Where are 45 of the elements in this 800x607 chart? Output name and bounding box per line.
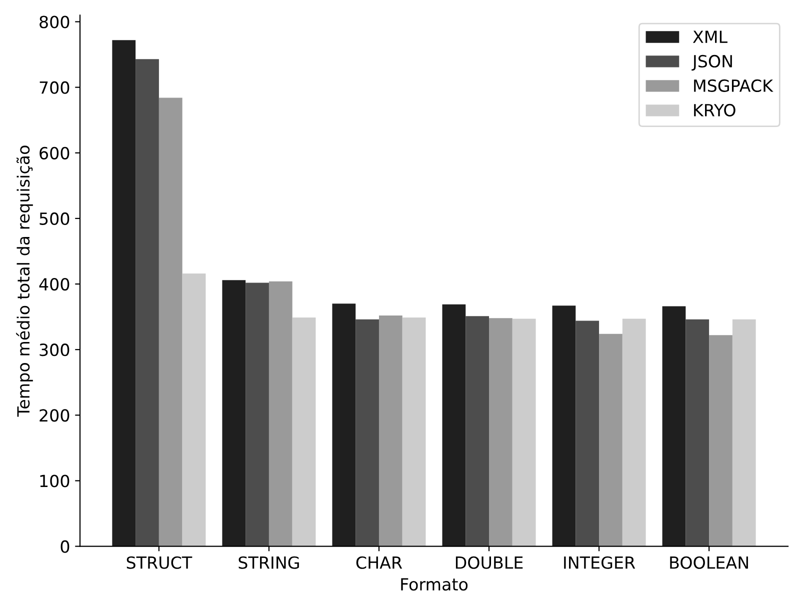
bar [402,317,426,546]
y-axis-title: Tempo médio total da requisição [16,146,33,417]
bar [552,306,576,546]
legend-label: XML [692,30,728,43]
x-tick-label: DOUBLE [456,556,523,569]
bar [489,318,512,546]
bar [576,320,600,546]
x-tick-label: BOOLEAN [670,556,748,569]
bar [268,281,292,546]
bar [356,319,379,546]
y-tick-label: 600 [40,146,70,160]
bar [378,315,402,546]
bar [182,274,206,546]
legend-label: JSON [692,54,732,71]
y-tick-label: 800 [40,16,70,28]
bar [292,317,316,546]
bar [466,316,490,546]
x-axis-title: Formato [401,578,468,591]
y-tick-label: 200 [40,409,70,422]
x-tick-label: STRUCT [126,556,192,569]
x-tick-label: STRING [238,556,299,569]
y-tick-label: 700 [40,81,70,94]
bar [158,98,182,546]
bar [332,304,356,546]
legend-label: MSGPACK [694,79,774,92]
bar [686,319,710,546]
y-tick-label: 100 [40,474,70,488]
bar [512,318,536,546]
bar [112,40,136,546]
bar [222,280,246,546]
bar [442,304,466,546]
bar [732,319,756,546]
bar [622,318,646,546]
bar [136,59,159,546]
x-tick-label: CHAR [356,556,402,569]
x-tick-label: INTEGER [564,556,636,569]
y-tick-label: 300 [40,344,70,356]
y-tick-label: 0 [60,540,70,553]
bar [246,282,269,546]
bar [599,334,622,546]
y-tick-label: 500 [40,212,70,226]
bar [662,306,686,546]
legend-label: KRYO [694,104,736,116]
bar [709,335,732,546]
y-tick-label: 400 [39,278,70,291]
